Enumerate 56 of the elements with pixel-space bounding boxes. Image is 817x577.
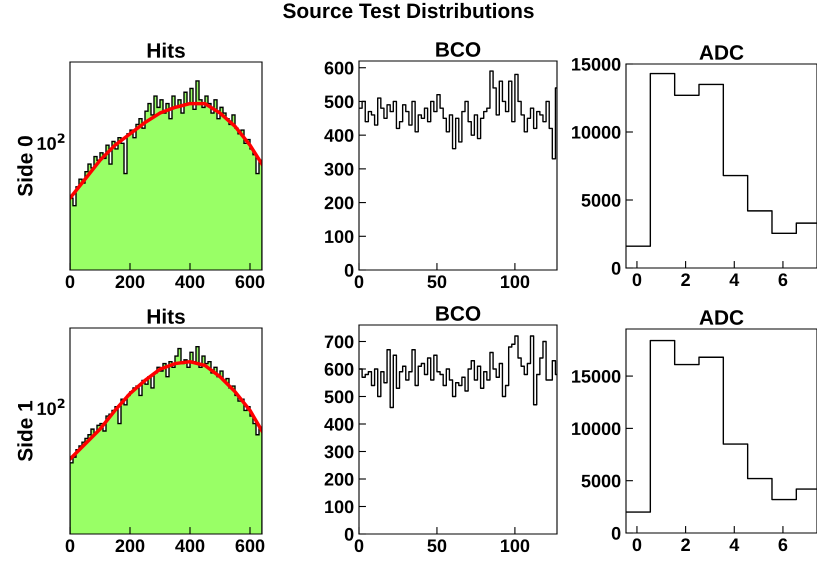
y-tick-label: 300 bbox=[324, 445, 354, 458]
x-tick-label: 600 bbox=[236, 539, 264, 552]
text: 10$^{2}$ bbox=[38, 398, 64, 416]
chart-title: BCO bbox=[436, 306, 480, 321]
chart-title: ADC bbox=[699, 310, 744, 325]
y-axis-title: Side 0 bbox=[17, 136, 33, 196]
x-tick-label: 6 bbox=[778, 273, 788, 286]
x-tick-label: 0 bbox=[354, 539, 364, 552]
x-tick-label: 4 bbox=[730, 274, 740, 286]
x-tick-label: 6 bbox=[778, 538, 788, 552]
x-tick-label: 2 bbox=[681, 538, 690, 551]
x-tick-label: 0 bbox=[66, 275, 74, 288]
y-tick-label: 600 bbox=[324, 62, 354, 74]
y-tick-label: 0 bbox=[344, 264, 354, 277]
y-tick-label: 0 bbox=[612, 262, 620, 275]
y-tick-label: 0 bbox=[344, 528, 354, 541]
x-tick-label: 400 bbox=[175, 539, 204, 552]
y-tick-label: 400 bbox=[324, 129, 354, 142]
source-note: Source Test Distributions bbox=[283, 2, 534, 18]
y-tick-label: 300 bbox=[324, 162, 354, 176]
x-tick-label: 100 bbox=[500, 275, 530, 288]
x-tick-label: 50 bbox=[427, 275, 446, 288]
y-tick-label: 15000 bbox=[572, 58, 620, 71]
x-tick-label: 200 bbox=[116, 539, 144, 552]
y-tick-label: 600 bbox=[324, 362, 354, 376]
y-tick-label: 200 bbox=[324, 196, 354, 210]
chart-title: ADC bbox=[699, 45, 744, 60]
x-tick-label: 0 bbox=[354, 275, 364, 288]
chart-title: Hits bbox=[148, 308, 185, 324]
x-tick-label: 600 bbox=[236, 275, 264, 288]
y-tick-label: 100 bbox=[325, 500, 354, 514]
y-tick-label: 15000 bbox=[572, 370, 620, 383]
y-tick-label: 200 bbox=[324, 472, 354, 486]
x-tick-label: 0 bbox=[632, 538, 642, 552]
y-tick-label: 500 bbox=[324, 95, 354, 108]
chart-title: Hits bbox=[148, 42, 185, 58]
y-tick-label: 10000 bbox=[572, 126, 620, 139]
y-tick-label: 0 bbox=[612, 526, 620, 540]
chart-title: BCO bbox=[436, 42, 480, 57]
text: 10$^{2}$ bbox=[38, 133, 64, 150]
x-tick-label: 0 bbox=[66, 539, 74, 552]
x-tick-label: 0 bbox=[632, 273, 642, 286]
y-tick-label: 10000 bbox=[572, 422, 620, 436]
y-axis-title: Side 1 bbox=[17, 400, 33, 462]
y-tick-label: 5000 bbox=[582, 474, 620, 488]
x-tick-label: 2 bbox=[681, 273, 690, 286]
x-tick-label: 400 bbox=[175, 275, 204, 288]
y-tick-label: 500 bbox=[324, 390, 354, 404]
x-tick-label: 200 bbox=[116, 275, 144, 288]
y-tick-label: 700 bbox=[324, 335, 354, 348]
x-tick-label: 4 bbox=[730, 538, 740, 551]
y-tick-label: 100 bbox=[325, 230, 354, 244]
x-tick-label: 50 bbox=[427, 539, 446, 552]
y-tick-label: 400 bbox=[324, 418, 354, 431]
y-tick-label: 5000 bbox=[582, 194, 620, 207]
x-tick-label: 100 bbox=[500, 539, 530, 552]
